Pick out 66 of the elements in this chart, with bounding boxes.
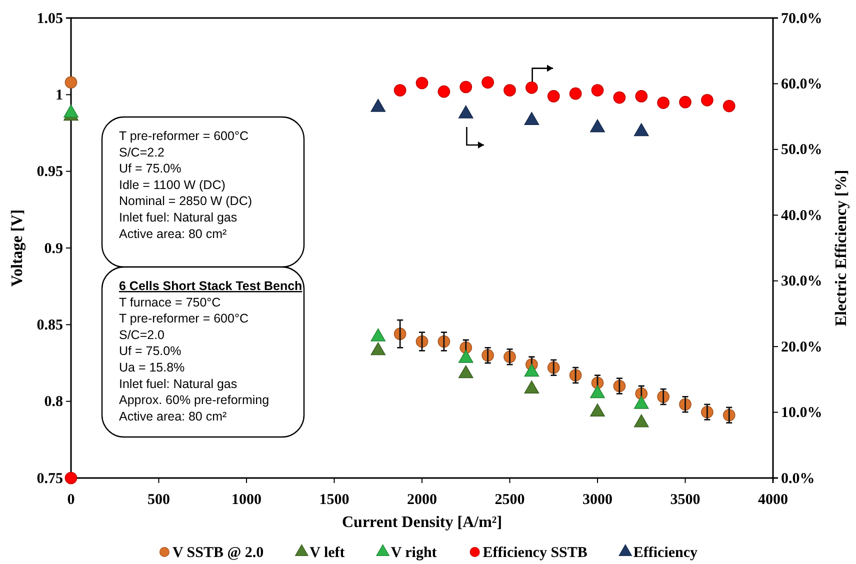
y2-tick-label: 70.0%	[781, 10, 822, 27]
annotation: T pre-reformer = 600°C	[119, 312, 248, 326]
annotation: Idle = 1100 W (DC)	[119, 178, 226, 192]
x-tick-label: 2500	[494, 492, 525, 508]
y2-tick-label: 30.0%	[781, 274, 822, 290]
y-tick-label: 0.95	[36, 164, 63, 180]
legend-label: Efficiency SSTB	[482, 545, 588, 561]
annotation: Uf = 75.0%	[119, 344, 182, 358]
point	[64, 104, 78, 118]
point	[416, 76, 428, 90]
y2-tick-label: 10.0%	[781, 405, 822, 422]
point	[657, 96, 670, 109]
point	[722, 100, 736, 112]
legend-label: V SSTB @ 2.0	[172, 545, 264, 561]
x-tick-label: 3000	[582, 492, 612, 508]
point	[569, 87, 582, 100]
annotation: Inlet fuel: Natural gas	[119, 210, 238, 224]
point	[635, 90, 648, 102]
annotation: Active area: 80 cm²	[119, 226, 227, 241]
y-tick-label: 0.9	[44, 240, 63, 257]
point	[64, 472, 78, 484]
y-tick-label: 0.85	[36, 317, 63, 334]
x-tick-label: 4000	[758, 492, 788, 508]
annotation: Nominal = 2850 W (DC)	[119, 194, 252, 208]
y-tick-label: 1.05	[36, 10, 63, 27]
legend-label: Efficiency	[633, 545, 698, 561]
annotation: S/C=2.2	[119, 145, 165, 160]
x-axis-title: Current Density [A/m²]	[342, 514, 502, 531]
point	[526, 81, 538, 94]
legend-label: V right	[390, 545, 437, 561]
y-tick-label: 0.8	[44, 394, 63, 410]
legend-label: V left	[310, 545, 345, 561]
point	[504, 84, 516, 96]
x-tick-label: 0	[67, 492, 75, 508]
annotation: Ua = 15.8%	[119, 360, 185, 374]
point	[701, 94, 714, 106]
x-tick-label: 1500	[319, 492, 350, 508]
x-tick-label: 2000	[407, 492, 437, 508]
annotation: Inlet fuel: Natural gas	[119, 376, 238, 391]
y2-tick-label: 40.0%	[781, 208, 822, 224]
annotation: T furnace = 750°C	[119, 295, 221, 310]
point	[482, 76, 494, 89]
annotation: Uf = 75.0%	[119, 162, 182, 176]
point	[547, 90, 560, 102]
point	[394, 84, 406, 96]
point	[613, 91, 626, 104]
y2-tick-label: 60.0%	[781, 76, 822, 93]
point	[591, 84, 604, 96]
point	[438, 85, 450, 98]
x-tick-label: 3500	[670, 492, 700, 508]
point	[460, 80, 472, 94]
y-tick-label: 1	[56, 87, 63, 104]
y2-tick-label: 20.0%	[781, 339, 822, 356]
y2-tick-label: 0.0%	[781, 470, 815, 487]
annotation: S/C=2.0	[119, 328, 165, 342]
annotation: T pre-reformer = 600°C	[119, 129, 248, 143]
x-tick-label: 500	[148, 492, 170, 508]
y2-tick-label: 50.0%	[781, 142, 822, 158]
x-tick-label: 1000	[232, 492, 262, 508]
annotation: Active area: 80 cm²	[119, 409, 227, 424]
y-axis-title: Voltage [V]	[9, 209, 26, 287]
y2-axis-title: Electric Efficiency [%]	[833, 170, 850, 326]
annotation: 6 Cells Short Stack Test Bench	[119, 279, 302, 293]
annotation: Approx. 60% pre-reforming	[119, 393, 270, 408]
y-tick-label: 0.75	[36, 470, 63, 487]
point	[679, 96, 692, 108]
